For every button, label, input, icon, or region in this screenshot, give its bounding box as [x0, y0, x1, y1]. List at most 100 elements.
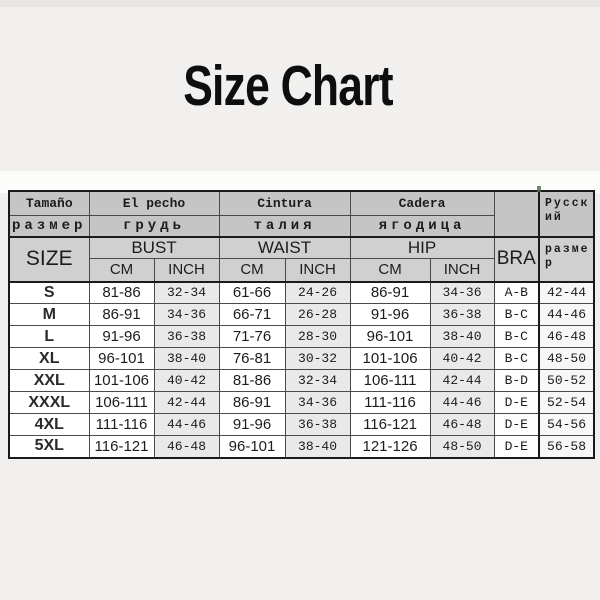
header-waist-es: Cintura	[218, 190, 351, 216]
cell-hip-inch: 38-40	[429, 325, 495, 348]
header-bust-en: BUST	[88, 236, 220, 259]
cell-waist-inch: 28-30	[284, 325, 351, 348]
header-size-ru: размер	[8, 214, 90, 238]
cell-bust-inch: 36-38	[153, 325, 220, 348]
table-row: XL 96-101 38-40 76-81 30-32 101-106 40-42 B-C 48…	[8, 347, 595, 370]
table-body: S 81-86 32-34 61-66 24-26 86-91 34-36 A-B 42-44 M…	[8, 281, 595, 458]
cell-bra: D-E	[493, 435, 540, 458]
cell-size: S	[8, 281, 90, 304]
cell-hip-cm: 96-101	[349, 325, 431, 348]
header-waist-cm: CM	[218, 258, 286, 283]
cell-waist-cm: 96-101	[218, 435, 286, 458]
cell-hip-inch: 48-50	[429, 435, 495, 458]
header-waist-en: WAIST	[218, 236, 351, 259]
table-row: S 81-86 32-34 61-66 24-26 86-91 34-36 A-B 42-44	[8, 281, 595, 304]
table-row: XXXL 106-111 42-44 86-91 34-36 111-116 44-46 D-…	[8, 391, 595, 414]
cell-bust-cm: 96-101	[88, 347, 155, 370]
cell-bust-inch: 38-40	[153, 347, 220, 370]
header-row-russian: размер грудь талия ягодица	[8, 214, 594, 238]
table-row: M 86-91 34-36 66-71 26-28 91-96 36-38 B-C 44-46	[8, 303, 595, 326]
cell-russian-size: 50-52	[538, 369, 595, 392]
table-row: 5XL 116-121 46-48 96-101 38-40 121-126 48-50 D-…	[8, 435, 595, 458]
cell-waist-inch: 24-26	[284, 281, 351, 304]
cell-bust-cm: 91-96	[88, 325, 155, 348]
cell-hip-cm: 121-126	[349, 435, 431, 458]
header-hip-es: Cadera	[349, 190, 495, 216]
header-hip-inch: INCH	[429, 258, 495, 283]
cell-waist-cm: 91-96	[218, 413, 286, 436]
cell-size: XXXL	[8, 391, 90, 414]
header-row-units: CM INCH CM INCH CM INCH	[9, 258, 594, 283]
cell-russian-size: 46-48	[538, 325, 595, 348]
header-bust-cm: CM	[88, 258, 155, 283]
header-bust-ru: грудь	[88, 214, 220, 238]
cell-bust-inch: 40-42	[153, 369, 220, 392]
cell-russian-size: 54-56	[538, 413, 595, 436]
cell-size: XXL	[8, 369, 90, 392]
cell-bust-inch: 46-48	[153, 435, 220, 458]
cell-bust-cm: 111-116	[88, 413, 155, 436]
cell-waist-inch: 30-32	[284, 347, 351, 370]
cell-waist-cm: 71-76	[218, 325, 286, 348]
top-edge-shading	[0, 0, 600, 7]
header-row-english: SIZE BUST WAIST HIP BRA размер	[8, 236, 595, 283]
cell-waist-cm: 61-66	[218, 281, 286, 304]
table-row: XXL 101-106 40-42 81-86 32-34 106-111 42-44 B-D…	[8, 369, 595, 392]
cell-size: 4XL	[8, 413, 90, 436]
cell-russian-size: 56-58	[538, 435, 595, 458]
cell-russian-size: 44-46	[538, 303, 595, 326]
cell-russian-size: 48-50	[538, 347, 595, 370]
cell-waist-inch: 26-28	[284, 303, 351, 326]
cell-hip-cm: 86-91	[349, 281, 431, 304]
cell-bust-inch: 34-36	[153, 303, 220, 326]
cell-waist-inch: 32-34	[284, 369, 351, 392]
cell-bra: B-C	[493, 303, 540, 326]
header-bra-empty-cell	[493, 190, 540, 238]
cell-bra: B-C	[493, 347, 540, 370]
header-bra: BRA	[493, 236, 540, 283]
cell-russian-size: 42-44	[538, 281, 595, 304]
cell-waist-cm: 81-86	[218, 369, 286, 392]
cell-hip-cm: 111-116	[349, 391, 431, 414]
cell-waist-cm: 76-81	[218, 347, 286, 370]
header-hip-ru: ягодица	[349, 214, 495, 238]
cell-hip-cm: 101-106	[349, 347, 431, 370]
cell-waist-cm: 86-91	[218, 391, 286, 414]
header-waist-ru: талия	[218, 214, 351, 238]
header-size-es: Tamaño	[8, 190, 90, 216]
cell-bust-cm: 81-86	[88, 281, 155, 304]
cell-size: 5XL	[8, 435, 90, 458]
header-hip-cm: CM	[349, 258, 431, 283]
cell-hip-cm: 116-121	[349, 413, 431, 436]
cell-hip-inch: 46-48	[429, 413, 495, 436]
cell-bra: D-E	[493, 413, 540, 436]
header-row-spanish: Tamaño El pecho Cintura Cadera Русский	[8, 190, 595, 238]
cell-bra: A-B	[493, 281, 540, 304]
cell-hip-inch: 44-46	[429, 391, 495, 414]
cell-hip-inch: 40-42	[429, 347, 495, 370]
cell-bust-inch: 32-34	[153, 281, 220, 304]
table-row: L 91-96 36-38 71-76 28-30 96-101 38-40 B-C 46-48	[8, 325, 595, 348]
cell-waist-inch: 34-36	[284, 391, 351, 414]
jpeg-artifact-dot	[537, 186, 541, 192]
cell-size: M	[8, 303, 90, 326]
cell-waist-inch: 36-38	[284, 413, 351, 436]
header-hip-en: HIP	[349, 236, 495, 259]
cell-bra: D-E	[493, 391, 540, 414]
size-chart-table: Tamaño El pecho Cintura Cadera Русский р…	[8, 190, 596, 459]
cell-bra: B-C	[493, 325, 540, 348]
cell-bust-cm: 101-106	[88, 369, 155, 392]
cell-hip-inch: 34-36	[429, 281, 495, 304]
cell-waist-inch: 38-40	[284, 435, 351, 458]
header-russian-title: Русский	[538, 190, 595, 238]
cell-bust-cm: 86-91	[88, 303, 155, 326]
cell-hip-inch: 36-38	[429, 303, 495, 326]
cell-hip-inch: 42-44	[429, 369, 495, 392]
header-bust-es: El pecho	[88, 190, 220, 216]
cell-hip-cm: 106-111	[349, 369, 431, 392]
cell-waist-cm: 66-71	[218, 303, 286, 326]
header-size-en: SIZE	[8, 236, 90, 283]
page-title: Size Chart	[183, 54, 393, 118]
cell-russian-size: 52-54	[538, 391, 595, 414]
cell-bust-inch: 44-46	[153, 413, 220, 436]
